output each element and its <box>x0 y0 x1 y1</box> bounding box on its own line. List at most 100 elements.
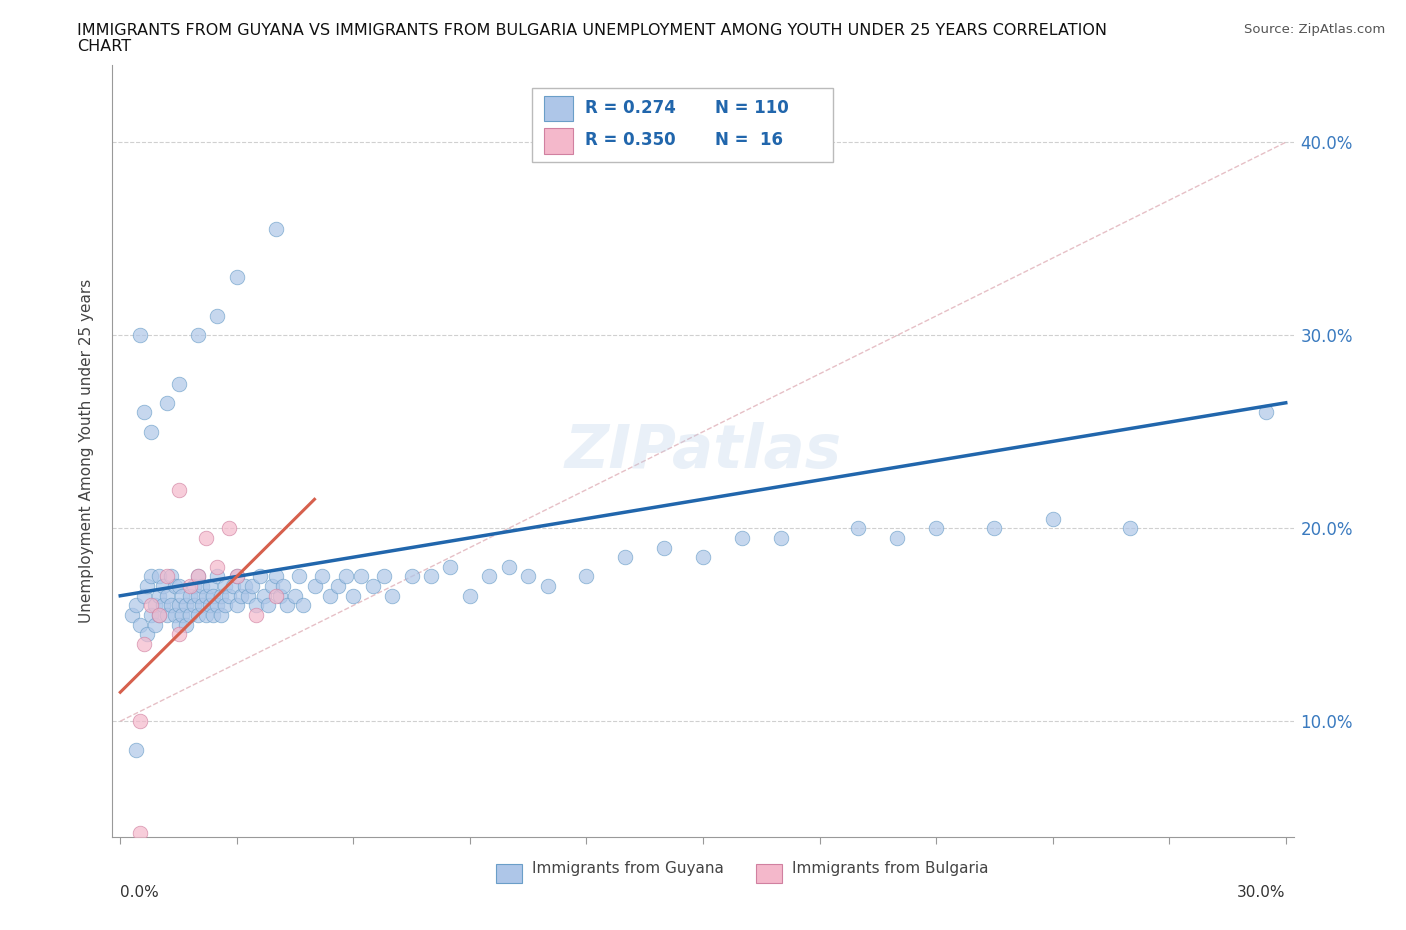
Point <box>264 221 287 236</box>
Point <box>136 578 159 593</box>
Point <box>222 578 245 593</box>
Point <box>269 589 291 604</box>
Point <box>238 589 260 604</box>
Point <box>198 578 221 593</box>
Point <box>202 607 225 622</box>
Point <box>194 607 217 622</box>
Point <box>167 482 190 497</box>
Point <box>214 578 236 593</box>
Point <box>335 569 357 584</box>
Point <box>1042 512 1064 526</box>
Text: Immigrants from Bulgaria: Immigrants from Bulgaria <box>792 861 988 876</box>
Point <box>174 618 197 632</box>
Point <box>614 550 637 565</box>
Point <box>125 598 148 613</box>
Point <box>207 560 229 575</box>
Text: R = 0.350: R = 0.350 <box>585 131 675 149</box>
Point <box>214 598 236 613</box>
Point <box>167 578 190 593</box>
Point <box>141 607 163 622</box>
Point <box>187 569 209 584</box>
Point <box>202 589 225 604</box>
Point <box>401 569 423 584</box>
Point <box>132 405 155 420</box>
Text: 0.0%: 0.0% <box>121 885 159 900</box>
Point <box>167 618 190 632</box>
Point <box>156 569 179 584</box>
Point <box>225 598 247 613</box>
Point <box>172 589 194 604</box>
Text: Immigrants from Guyana: Immigrants from Guyana <box>531 861 724 876</box>
Point <box>240 578 263 593</box>
Point <box>373 569 395 584</box>
Point <box>121 607 143 622</box>
Point <box>143 618 166 632</box>
Point <box>128 714 150 729</box>
Point <box>183 598 205 613</box>
Point <box>179 607 201 622</box>
Point <box>198 598 221 613</box>
Point <box>174 598 197 613</box>
Point <box>264 589 287 604</box>
Point <box>209 589 232 604</box>
FancyBboxPatch shape <box>531 88 832 162</box>
Point <box>1256 405 1278 420</box>
Point <box>132 637 155 652</box>
Point <box>264 569 287 584</box>
Point <box>692 550 714 565</box>
Text: ZIPatlas: ZIPatlas <box>564 421 842 481</box>
Text: CHART: CHART <box>77 39 131 54</box>
Point <box>187 607 209 622</box>
Point <box>319 589 342 604</box>
Point <box>284 589 307 604</box>
Point <box>159 569 181 584</box>
Point <box>1119 521 1142 536</box>
Point <box>381 589 404 604</box>
Point <box>156 589 179 604</box>
Point <box>128 618 150 632</box>
Point <box>342 589 364 604</box>
Point <box>245 607 267 622</box>
Point <box>152 598 174 613</box>
Point <box>291 598 314 613</box>
Point <box>225 569 247 584</box>
Point <box>179 589 201 604</box>
Point <box>769 530 792 545</box>
Point <box>167 627 190 642</box>
Point <box>517 569 540 584</box>
Point <box>273 578 295 593</box>
Point <box>152 578 174 593</box>
Point <box>225 270 247 285</box>
Point <box>288 569 311 584</box>
Point <box>886 530 908 545</box>
Point <box>187 569 209 584</box>
Point <box>326 578 349 593</box>
Point <box>536 578 558 593</box>
Point <box>132 589 155 604</box>
Point <box>156 395 179 410</box>
Point <box>731 530 754 545</box>
Point <box>350 569 373 584</box>
Point <box>218 521 240 536</box>
Point <box>163 607 186 622</box>
Point <box>311 569 333 584</box>
Point <box>167 376 190 391</box>
Point <box>141 424 163 439</box>
Bar <box>756 864 782 884</box>
Point <box>207 569 229 584</box>
Point <box>148 607 170 622</box>
Point <box>194 589 217 604</box>
Y-axis label: Unemployment Among Youth under 25 years: Unemployment Among Youth under 25 years <box>79 279 94 623</box>
Point <box>575 569 598 584</box>
Point <box>229 589 252 604</box>
Point <box>191 598 214 613</box>
Point <box>172 607 194 622</box>
Point <box>652 540 675 555</box>
Point <box>163 578 186 593</box>
Point <box>209 607 232 622</box>
Point <box>848 521 870 536</box>
Point <box>361 578 384 593</box>
Text: N =  16: N = 16 <box>714 131 783 149</box>
Point <box>156 607 179 622</box>
Point <box>925 521 948 536</box>
